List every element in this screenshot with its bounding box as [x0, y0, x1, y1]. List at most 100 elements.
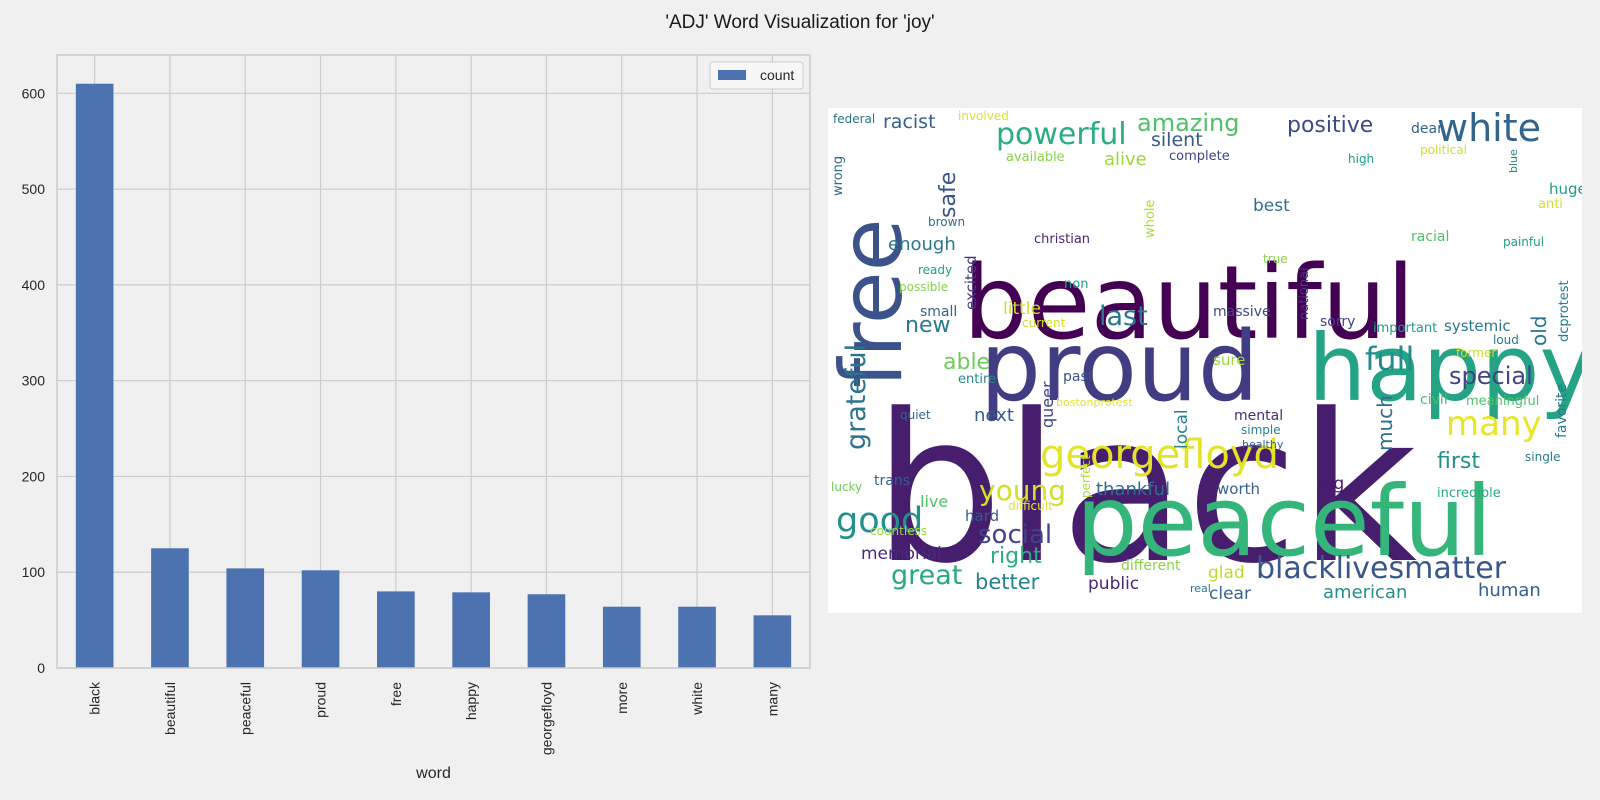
word-cloud: black beautiful peaceful proud happy free geor… — [828, 108, 1582, 613]
word-federal: federal — [833, 112, 875, 126]
y-tick-label: 100 — [22, 564, 46, 580]
bar-white — [678, 606, 716, 668]
word-social: social — [978, 520, 1052, 550]
word-good: good — [836, 501, 923, 541]
bar-happy — [452, 592, 490, 668]
word-beautiful: beautiful — [963, 244, 1415, 363]
word-queer: queer — [1038, 381, 1057, 428]
word-simple: simple — [1241, 423, 1281, 437]
bar-many — [753, 615, 792, 668]
word-anti: anti — [1538, 197, 1563, 212]
x-tick-label: more — [614, 682, 630, 714]
legend-box — [709, 61, 804, 90]
word-big: big — [1318, 474, 1344, 494]
word-past: past — [1063, 369, 1094, 385]
word-dcprotest: dcprotest — [1557, 280, 1572, 342]
word-lucky: lucky — [831, 480, 862, 494]
word-perfect: perfect — [1079, 455, 1093, 498]
figure-title: 'ADJ' Word Visualization for 'joy' — [665, 12, 935, 33]
word-excited: excited — [962, 255, 980, 310]
plot-frame — [56, 54, 811, 669]
x-tick-label: georgefloyd — [538, 682, 554, 755]
word-single: single — [1525, 450, 1561, 464]
word-possible: possible — [899, 280, 948, 294]
word-christian: christian — [1034, 232, 1090, 247]
y-tick-label: 300 — [22, 373, 46, 389]
word-different: different — [1121, 558, 1181, 574]
word-systemic: systemic — [1444, 317, 1511, 335]
x-tick-label: many — [764, 682, 780, 716]
word-trans: trans — [874, 473, 910, 489]
word-old: old — [1527, 316, 1551, 347]
x-tick-label: white — [689, 682, 705, 716]
word-positive: positive — [1287, 113, 1373, 138]
word-healthy: healthy — [1242, 438, 1284, 451]
word-american: american — [1323, 582, 1407, 603]
x-tick-label: beautiful — [162, 682, 178, 735]
bar-more — [602, 606, 641, 668]
word-involved: involved — [958, 109, 1009, 123]
word-brown: brown — [928, 215, 965, 229]
word-special: special — [1449, 362, 1533, 390]
word-young: young — [979, 474, 1066, 507]
bar-proud — [301, 570, 340, 668]
word-last: last — [1099, 301, 1148, 332]
word-difficult: difficult — [1008, 499, 1053, 513]
legend-swatch — [718, 70, 746, 80]
word-true: true — [1263, 252, 1288, 266]
word-favorite: favorite — [1554, 384, 1570, 438]
y-tick-label: 600 — [22, 85, 46, 101]
word-countless: countless — [870, 524, 927, 538]
word-live: live — [920, 492, 948, 511]
word-massive: massive — [1213, 304, 1271, 320]
word-white: white — [1437, 108, 1541, 150]
x-axis-title: word — [415, 765, 451, 782]
word-powerful: powerful — [996, 117, 1127, 152]
y-tick-label: 200 — [22, 468, 46, 484]
word-peaceful: peaceful — [1076, 465, 1492, 578]
word-wrong: wrong — [831, 156, 846, 196]
word-blacklivesmatter: blacklivesmatter — [1256, 551, 1507, 586]
word-former: former — [1456, 346, 1496, 360]
word-small: small — [920, 304, 957, 320]
word-georgefloyd: georgefloyd — [1040, 432, 1279, 478]
word-important: important — [1373, 321, 1437, 336]
word-public: public — [1088, 574, 1139, 594]
word-first: first — [1437, 449, 1480, 474]
word-high: high — [1348, 152, 1374, 166]
y-tick-label: 500 — [22, 181, 46, 197]
word-blue: blue — [1507, 149, 1520, 173]
bar-georgefloyd — [527, 594, 566, 668]
word-enough: enough — [888, 234, 956, 255]
word-next: next — [974, 405, 1014, 426]
x-tick-label: proud — [313, 682, 329, 718]
word-amazing: amazing — [1137, 109, 1240, 137]
word-quiet: quiet — [900, 408, 931, 422]
word-mental: mental — [1234, 408, 1283, 424]
x-tick-label: happy — [463, 682, 479, 720]
x-tick-label: black — [87, 681, 103, 715]
word-thankful: thankful — [1096, 479, 1170, 500]
y-tick-label: 400 — [22, 277, 46, 293]
word-new: new — [905, 313, 950, 338]
word-able: able — [943, 350, 990, 375]
word-complete: complete — [1169, 149, 1230, 164]
word-loud: loud — [1493, 333, 1519, 347]
word-national: national — [1297, 267, 1312, 320]
word-painful: painful — [1503, 235, 1544, 249]
word-little: little — [1003, 299, 1041, 319]
bar-black — [75, 83, 114, 668]
word-local: local — [1172, 409, 1192, 449]
word-black: black — [873, 371, 1417, 609]
word-free: free — [828, 218, 922, 388]
y-tick-label: 0 — [37, 660, 45, 676]
word-political: political — [1420, 143, 1467, 157]
bar-chart: 0 100 200 300 400 500 600 black beautiful peacefu… — [22, 54, 811, 782]
word-meaningful: meaningful — [1466, 394, 1539, 409]
word-full: full — [1365, 340, 1414, 378]
word-sure: sure — [1213, 351, 1245, 369]
x-tick-label: peaceful — [237, 682, 253, 735]
word-available: available — [1006, 150, 1065, 165]
word-real: real — [1190, 582, 1211, 595]
word-happy: happy — [1308, 315, 1582, 422]
